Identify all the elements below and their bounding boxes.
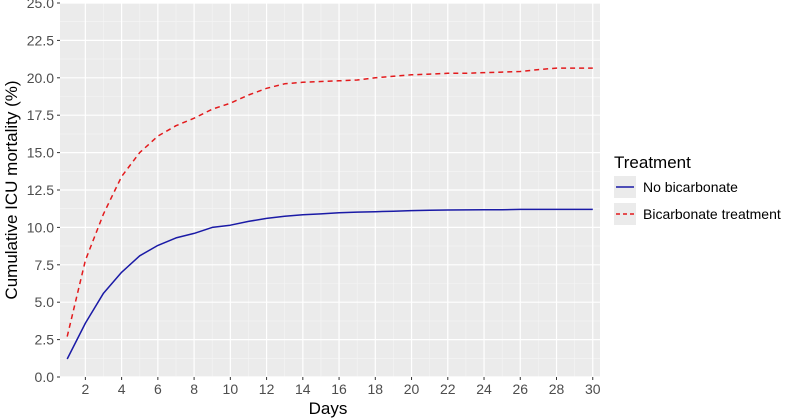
- y-tick-label: 10.0: [27, 219, 54, 235]
- x-tick-label: 6: [154, 381, 162, 397]
- y-tick-label: 0.0: [35, 369, 55, 385]
- x-tick-label: 30: [585, 381, 601, 397]
- legend-label-bicarbonate-treatment: Bicarbonate treatment: [643, 206, 781, 222]
- y-axis-ticks: 0.0 2.5 5.0 7.5 10.0 12.5 15.0 17.5 20.0 22.5 25.0: [27, 0, 60, 385]
- y-tick-label: 25.0: [27, 0, 54, 11]
- series-line-no-bicarbonate: [66, 208, 593, 360]
- series-line-bicarbonate-treatment: [66, 67, 593, 337]
- x-tick-label: 12: [259, 381, 275, 397]
- legend-label-no-bicarbonate: No bicarbonate: [643, 179, 738, 195]
- y-axis-title: Cumulative ICU mortality (%): [2, 80, 21, 299]
- y-tick-label: 20.0: [27, 70, 54, 86]
- legend-title: Treatment: [614, 153, 691, 172]
- y-tick-label: 22.5: [27, 32, 54, 48]
- x-tick-label: 14: [295, 381, 311, 397]
- x-tick-label: 4: [118, 381, 126, 397]
- x-axis-ticks: 2 4 6 8 10 12 14 16 18 20 22 24 26 28 30: [81, 377, 601, 397]
- x-tick-label: 2: [81, 381, 89, 397]
- legend: Treatment No bicarbonate Bicarbonate tre…: [614, 153, 781, 225]
- y-tick-label: 12.5: [27, 182, 54, 198]
- x-tick-label: 28: [549, 381, 565, 397]
- x-tick-label: 26: [512, 381, 528, 397]
- x-tick-label: 16: [331, 381, 347, 397]
- major-gridlines: [60, 2, 600, 378]
- y-tick-label: 2.5: [35, 332, 55, 348]
- x-tick-label: 20: [404, 381, 420, 397]
- y-tick-label: 5.0: [35, 294, 55, 310]
- x-tick-label: 24: [476, 381, 492, 397]
- series-layer: [66, 67, 593, 360]
- y-tick-label: 17.5: [27, 107, 54, 123]
- y-tick-label: 7.5: [35, 257, 55, 273]
- y-tick-label: 15.0: [27, 145, 54, 161]
- x-tick-label: 10: [223, 381, 239, 397]
- x-axis-title: Days: [309, 399, 348, 418]
- x-tick-label: 18: [368, 381, 384, 397]
- x-tick-label: 22: [440, 381, 456, 397]
- x-tick-label: 8: [190, 381, 198, 397]
